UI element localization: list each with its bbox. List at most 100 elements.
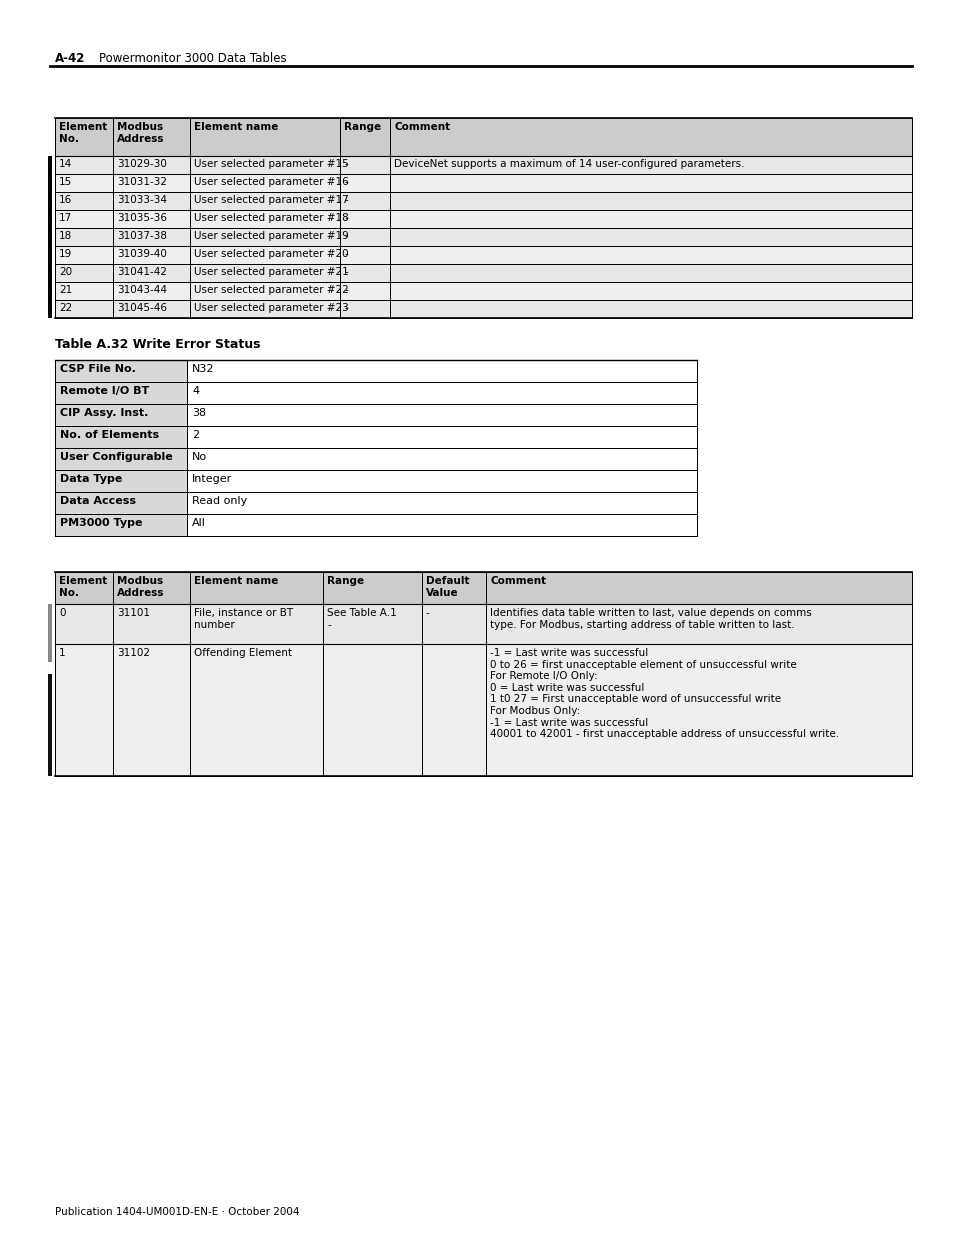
- Text: See Table A.1
-: See Table A.1 -: [327, 608, 396, 630]
- Bar: [421, 572, 486, 604]
- Bar: [48, 643, 52, 662]
- Text: 31043-44: 31043-44: [117, 285, 167, 295]
- Bar: [187, 448, 697, 471]
- Text: Identifies data table written to last, value depends on comms
type. For Modbus, : Identifies data table written to last, v…: [490, 608, 811, 630]
- Text: -: -: [344, 267, 348, 277]
- Text: Remote I/O BT: Remote I/O BT: [60, 387, 149, 396]
- Bar: [340, 264, 390, 282]
- Bar: [187, 359, 697, 382]
- Bar: [55, 643, 113, 776]
- Bar: [113, 246, 191, 264]
- Text: 1: 1: [59, 648, 66, 658]
- Bar: [486, 572, 911, 604]
- Text: A-42: A-42: [55, 52, 85, 65]
- Text: Table A.32 Write Error Status: Table A.32 Write Error Status: [55, 338, 260, 351]
- Bar: [55, 156, 113, 174]
- Text: 38: 38: [192, 408, 206, 417]
- Text: 21: 21: [59, 285, 72, 295]
- Bar: [187, 492, 697, 514]
- Bar: [48, 191, 52, 210]
- Bar: [191, 156, 340, 174]
- Bar: [390, 228, 911, 246]
- Bar: [191, 300, 340, 317]
- Text: -: -: [344, 231, 348, 241]
- Text: PM3000 Type: PM3000 Type: [60, 517, 142, 529]
- Bar: [55, 471, 187, 492]
- Text: 18: 18: [59, 231, 72, 241]
- Bar: [390, 119, 911, 156]
- Text: CSP File No.: CSP File No.: [60, 364, 135, 374]
- Bar: [55, 210, 113, 228]
- Bar: [390, 191, 911, 210]
- Bar: [191, 228, 340, 246]
- Text: Modbus
Address: Modbus Address: [117, 576, 165, 598]
- Bar: [48, 156, 52, 174]
- Text: Element
No.: Element No.: [59, 576, 107, 598]
- Bar: [340, 191, 390, 210]
- Bar: [113, 210, 191, 228]
- Bar: [340, 174, 390, 191]
- Text: 0: 0: [59, 608, 66, 618]
- Bar: [340, 300, 390, 317]
- Text: All: All: [192, 517, 206, 529]
- Bar: [48, 264, 52, 282]
- Bar: [113, 264, 191, 282]
- Text: 31037-38: 31037-38: [117, 231, 167, 241]
- Bar: [390, 300, 911, 317]
- Bar: [55, 604, 113, 643]
- Bar: [113, 228, 191, 246]
- Text: 22: 22: [59, 303, 72, 312]
- Bar: [187, 404, 697, 426]
- Bar: [187, 514, 697, 536]
- Bar: [113, 643, 191, 776]
- Bar: [390, 282, 911, 300]
- Text: CIP Assy. Inst.: CIP Assy. Inst.: [60, 408, 149, 417]
- Text: Element
No.: Element No.: [59, 122, 107, 143]
- Bar: [113, 119, 191, 156]
- Text: User selected parameter #16: User selected parameter #16: [194, 177, 349, 186]
- Bar: [55, 572, 113, 604]
- Bar: [191, 191, 340, 210]
- Bar: [48, 300, 52, 317]
- Bar: [55, 246, 113, 264]
- Bar: [48, 246, 52, 264]
- Text: 16: 16: [59, 195, 72, 205]
- Bar: [55, 382, 187, 404]
- Text: Offending Element: Offending Element: [194, 648, 293, 658]
- Bar: [55, 119, 113, 156]
- Bar: [55, 492, 187, 514]
- Bar: [390, 156, 911, 174]
- Bar: [486, 643, 911, 776]
- Text: User selected parameter #21: User selected parameter #21: [194, 267, 349, 277]
- Bar: [340, 228, 390, 246]
- Bar: [113, 300, 191, 317]
- Text: User selected parameter #23: User selected parameter #23: [194, 303, 349, 312]
- Bar: [55, 514, 187, 536]
- Bar: [48, 282, 52, 300]
- Text: 31029-30: 31029-30: [117, 159, 167, 169]
- Text: 17: 17: [59, 212, 72, 224]
- Text: Integer: Integer: [192, 474, 232, 484]
- Text: -: -: [344, 249, 348, 259]
- Text: User selected parameter #19: User selected parameter #19: [194, 231, 349, 241]
- Bar: [187, 426, 697, 448]
- Bar: [421, 643, 486, 776]
- Text: Publication 1404-UM001D-EN-E · October 2004: Publication 1404-UM001D-EN-E · October 2…: [55, 1207, 299, 1216]
- Text: User selected parameter #22: User selected parameter #22: [194, 285, 349, 295]
- Bar: [191, 264, 340, 282]
- Bar: [390, 210, 911, 228]
- Bar: [323, 572, 421, 604]
- Text: -: -: [344, 177, 348, 186]
- Text: Modbus
Address: Modbus Address: [117, 122, 165, 143]
- Text: Element name: Element name: [194, 576, 278, 585]
- Bar: [113, 156, 191, 174]
- Bar: [486, 604, 911, 643]
- Bar: [191, 246, 340, 264]
- Bar: [340, 119, 390, 156]
- Text: -: -: [344, 303, 348, 312]
- Bar: [191, 604, 323, 643]
- Text: Data Type: Data Type: [60, 474, 122, 484]
- Text: Powermonitor 3000 Data Tables: Powermonitor 3000 Data Tables: [99, 52, 286, 65]
- Bar: [390, 174, 911, 191]
- Bar: [323, 643, 421, 776]
